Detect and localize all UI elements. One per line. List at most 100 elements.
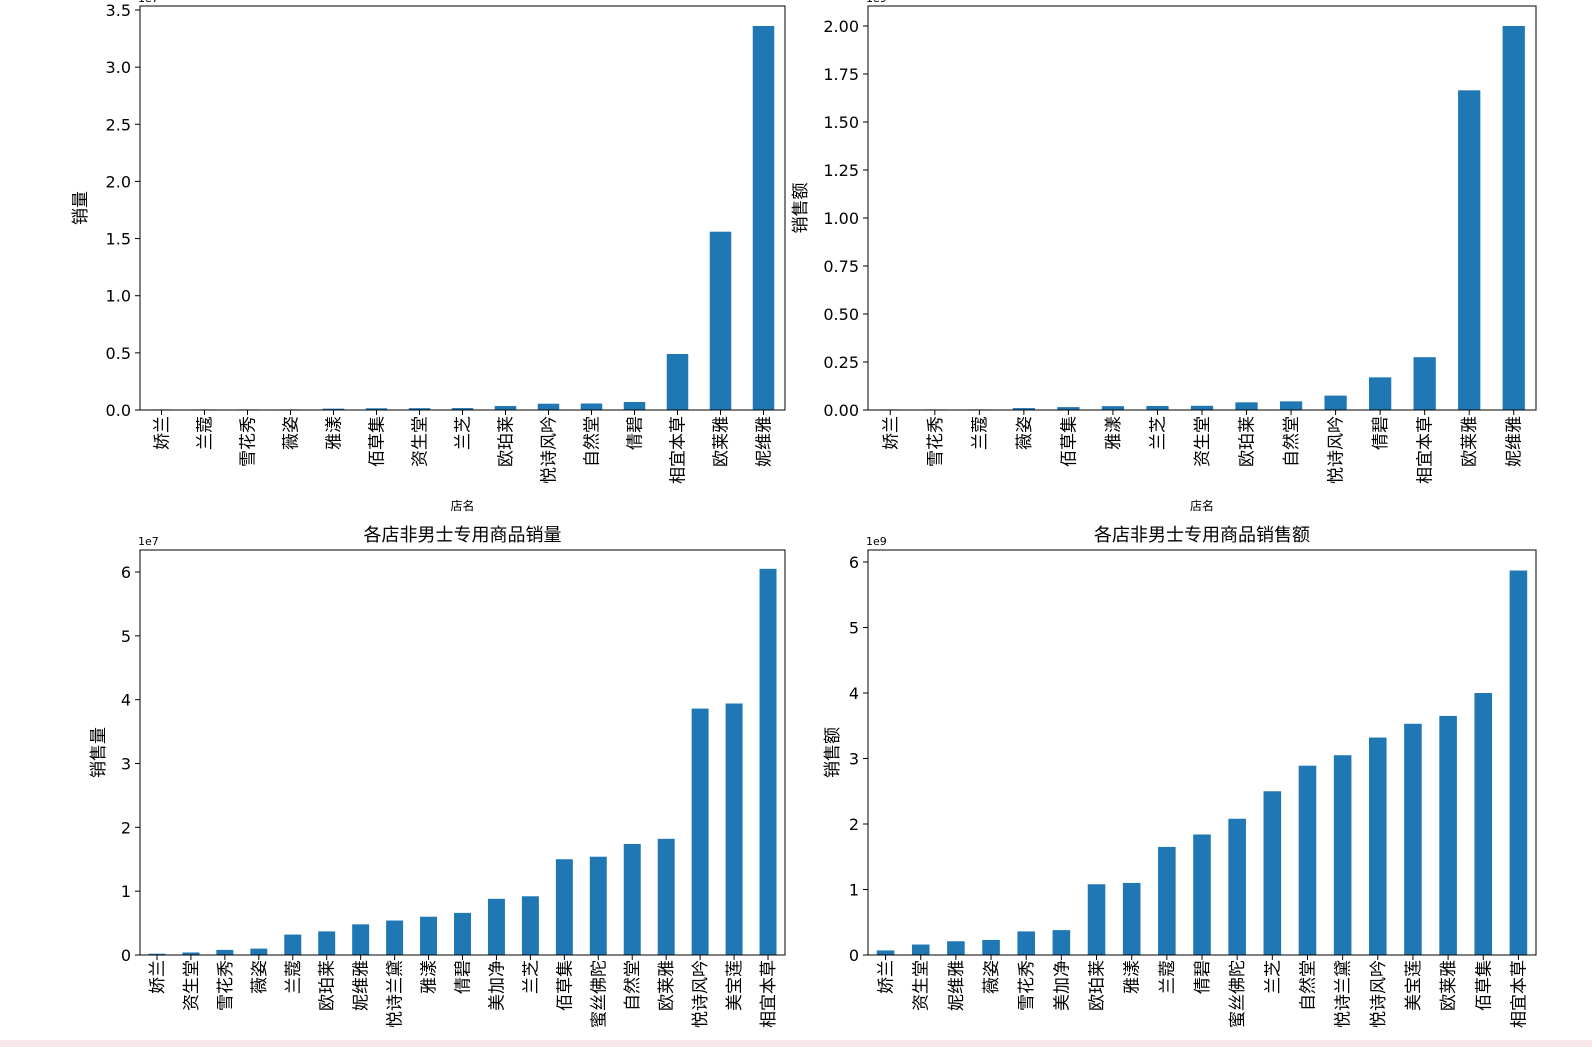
bar-3-1 [148,953,166,955]
bar-4-9 [1158,846,1176,955]
bar-1-14 [709,231,732,410]
bar-3-5 [284,934,302,955]
x-tick-label: 薇姿 [250,960,270,994]
bar-4-7 [1087,884,1106,955]
y-tick-label: 2.5 [106,115,131,134]
x-tick-label: 佰草集 [1474,960,1494,1011]
x-tick-label: 悦诗风吟 [1369,960,1389,1028]
bar-4-13 [1298,765,1317,955]
x-tick-label: 兰蔻 [196,416,216,450]
bar-1-5 [322,408,345,410]
x-tick-label: 欧珀莱 [497,416,517,467]
bar-2-7 [1146,405,1169,410]
y-tick-label: 1.75 [823,65,859,84]
x-tick-label: 兰蔻 [970,416,990,450]
y-tick-label: 0.50 [823,305,859,324]
bar-3-10 [454,912,471,955]
x-tick-label: 相宜本草 [1416,416,1436,484]
x-tick-label: 兰芝 [454,416,474,450]
y-tick-label: 1 [121,882,131,901]
y-tick-label: 4 [121,691,131,710]
y-tick-label: 1.25 [823,161,859,180]
bar-2-5 [1057,407,1080,410]
y-tick-label: 3.0 [106,58,131,77]
x-tick-label: 蜜丝佛陀 [589,960,609,1028]
bar-4-2 [911,944,930,955]
x-tick-label: 相宜本草 [759,960,779,1028]
y-tick-label: 1 [849,881,859,900]
bar-3-6 [318,931,336,955]
y-tick-label: 2.0 [106,172,131,191]
bar-2-10 [1279,401,1303,410]
x-tick-label: 倩碧 [1193,960,1213,994]
x-tick-label: 雪花秀 [926,416,946,467]
bar-4-14 [1333,755,1352,955]
x-tick-label: 妮维雅 [755,416,775,467]
bar-4-8 [1122,882,1141,955]
bar-3-19 [759,568,777,955]
bar-2-9 [1235,402,1258,410]
bar-3-11 [487,898,505,955]
y-tick-label: 4 [849,684,859,703]
x-tick-label: 欧珀莱 [318,960,338,1011]
y-tick-label: 3 [121,755,131,774]
x-tick-label: 悦诗兰黛 [386,960,406,1028]
x-tick-label: 薇姿 [982,960,1002,994]
y-tick-label: 2.00 [823,17,859,36]
y-tick-label: 0.00 [823,401,859,420]
bar-4-17 [1439,715,1457,955]
bar-2-14 [1458,90,1481,410]
x-tick-label: 佰草集 [555,960,575,1011]
bar-2-12 [1369,377,1392,410]
y-tick-label: 0.75 [823,257,859,276]
x-tick-label: 美加净 [487,960,507,1011]
x-tick-label: 悦诗风吟 [540,416,560,484]
y-tick-label: 1.00 [823,209,859,228]
axis-exponent-label: 1e7 [138,535,159,548]
x-tick-label: 娇兰 [153,416,173,450]
axis-exponent-label: 1e9 [866,0,887,5]
bar-2-4 [1012,408,1035,410]
x-tick-label: 欧莱雅 [657,960,677,1011]
bar-2-11 [1324,395,1347,410]
x-tick-label: 兰芝 [1263,960,1283,994]
x-tick-label: 自然堂 [583,416,603,467]
bar-1-13 [666,354,689,410]
y-tick-label: 0.0 [106,401,131,420]
y-tick-label: 3.5 [106,1,131,20]
x-tick-label: 娇兰 [148,960,168,994]
bar-3-17 [691,708,709,955]
bar-1-7 [408,408,431,410]
x-tick-label: 薇姿 [282,416,302,450]
x-axis-label: 店名 [450,498,474,513]
bar-1-9 [494,406,517,410]
x-tick-label: 雅漾 [1104,416,1124,450]
x-tick-label: 美宝莲 [1404,960,1424,1011]
chart-panel-1: 0.0 0.5 1.0 1.5 2.0 2.5 3.0 3.5 娇兰 兰蔻 雪花秀 薇姿 雅漾 佰草集 资生… [71,0,786,513]
y-tick-label: 6 [121,563,131,582]
chart-title: 各店非男士专用商品销售额 [1094,525,1310,546]
chart-panel-2: 0.00 0.25 0.50 0.75 1.00 1.25 1.50 1.75 2.00 娇兰 雪花… [791,0,1537,513]
x-tick-label: 资生堂 [182,960,202,1011]
bar-3-3 [216,949,234,955]
y-tick-label: 1.50 [823,113,859,132]
x-tick-label: 悦诗风吟 [1327,416,1347,484]
x-tick-label: 相宜本草 [1509,960,1529,1028]
x-tick-label: 倩碧 [1371,416,1391,450]
axes-frame [139,5,786,411]
bar-3-4 [250,948,268,955]
bar-3-13 [555,859,573,955]
bar-2-8 [1190,405,1214,410]
x-tick-label: 妮维雅 [352,960,372,1011]
y-axis-label: 销售额 [823,727,843,778]
x-tick-label: 资生堂 [411,416,431,467]
axis-exponent-label: 1e7 [138,0,159,5]
y-tick-label: 0 [849,946,859,965]
bar-3-8 [386,920,404,955]
y-tick-label: 1.5 [106,230,131,249]
bar-1-8 [451,408,474,410]
x-tick-label: 雅漾 [420,960,440,994]
x-tick-label: 自然堂 [1299,960,1319,1011]
bar-4-12 [1263,791,1282,955]
